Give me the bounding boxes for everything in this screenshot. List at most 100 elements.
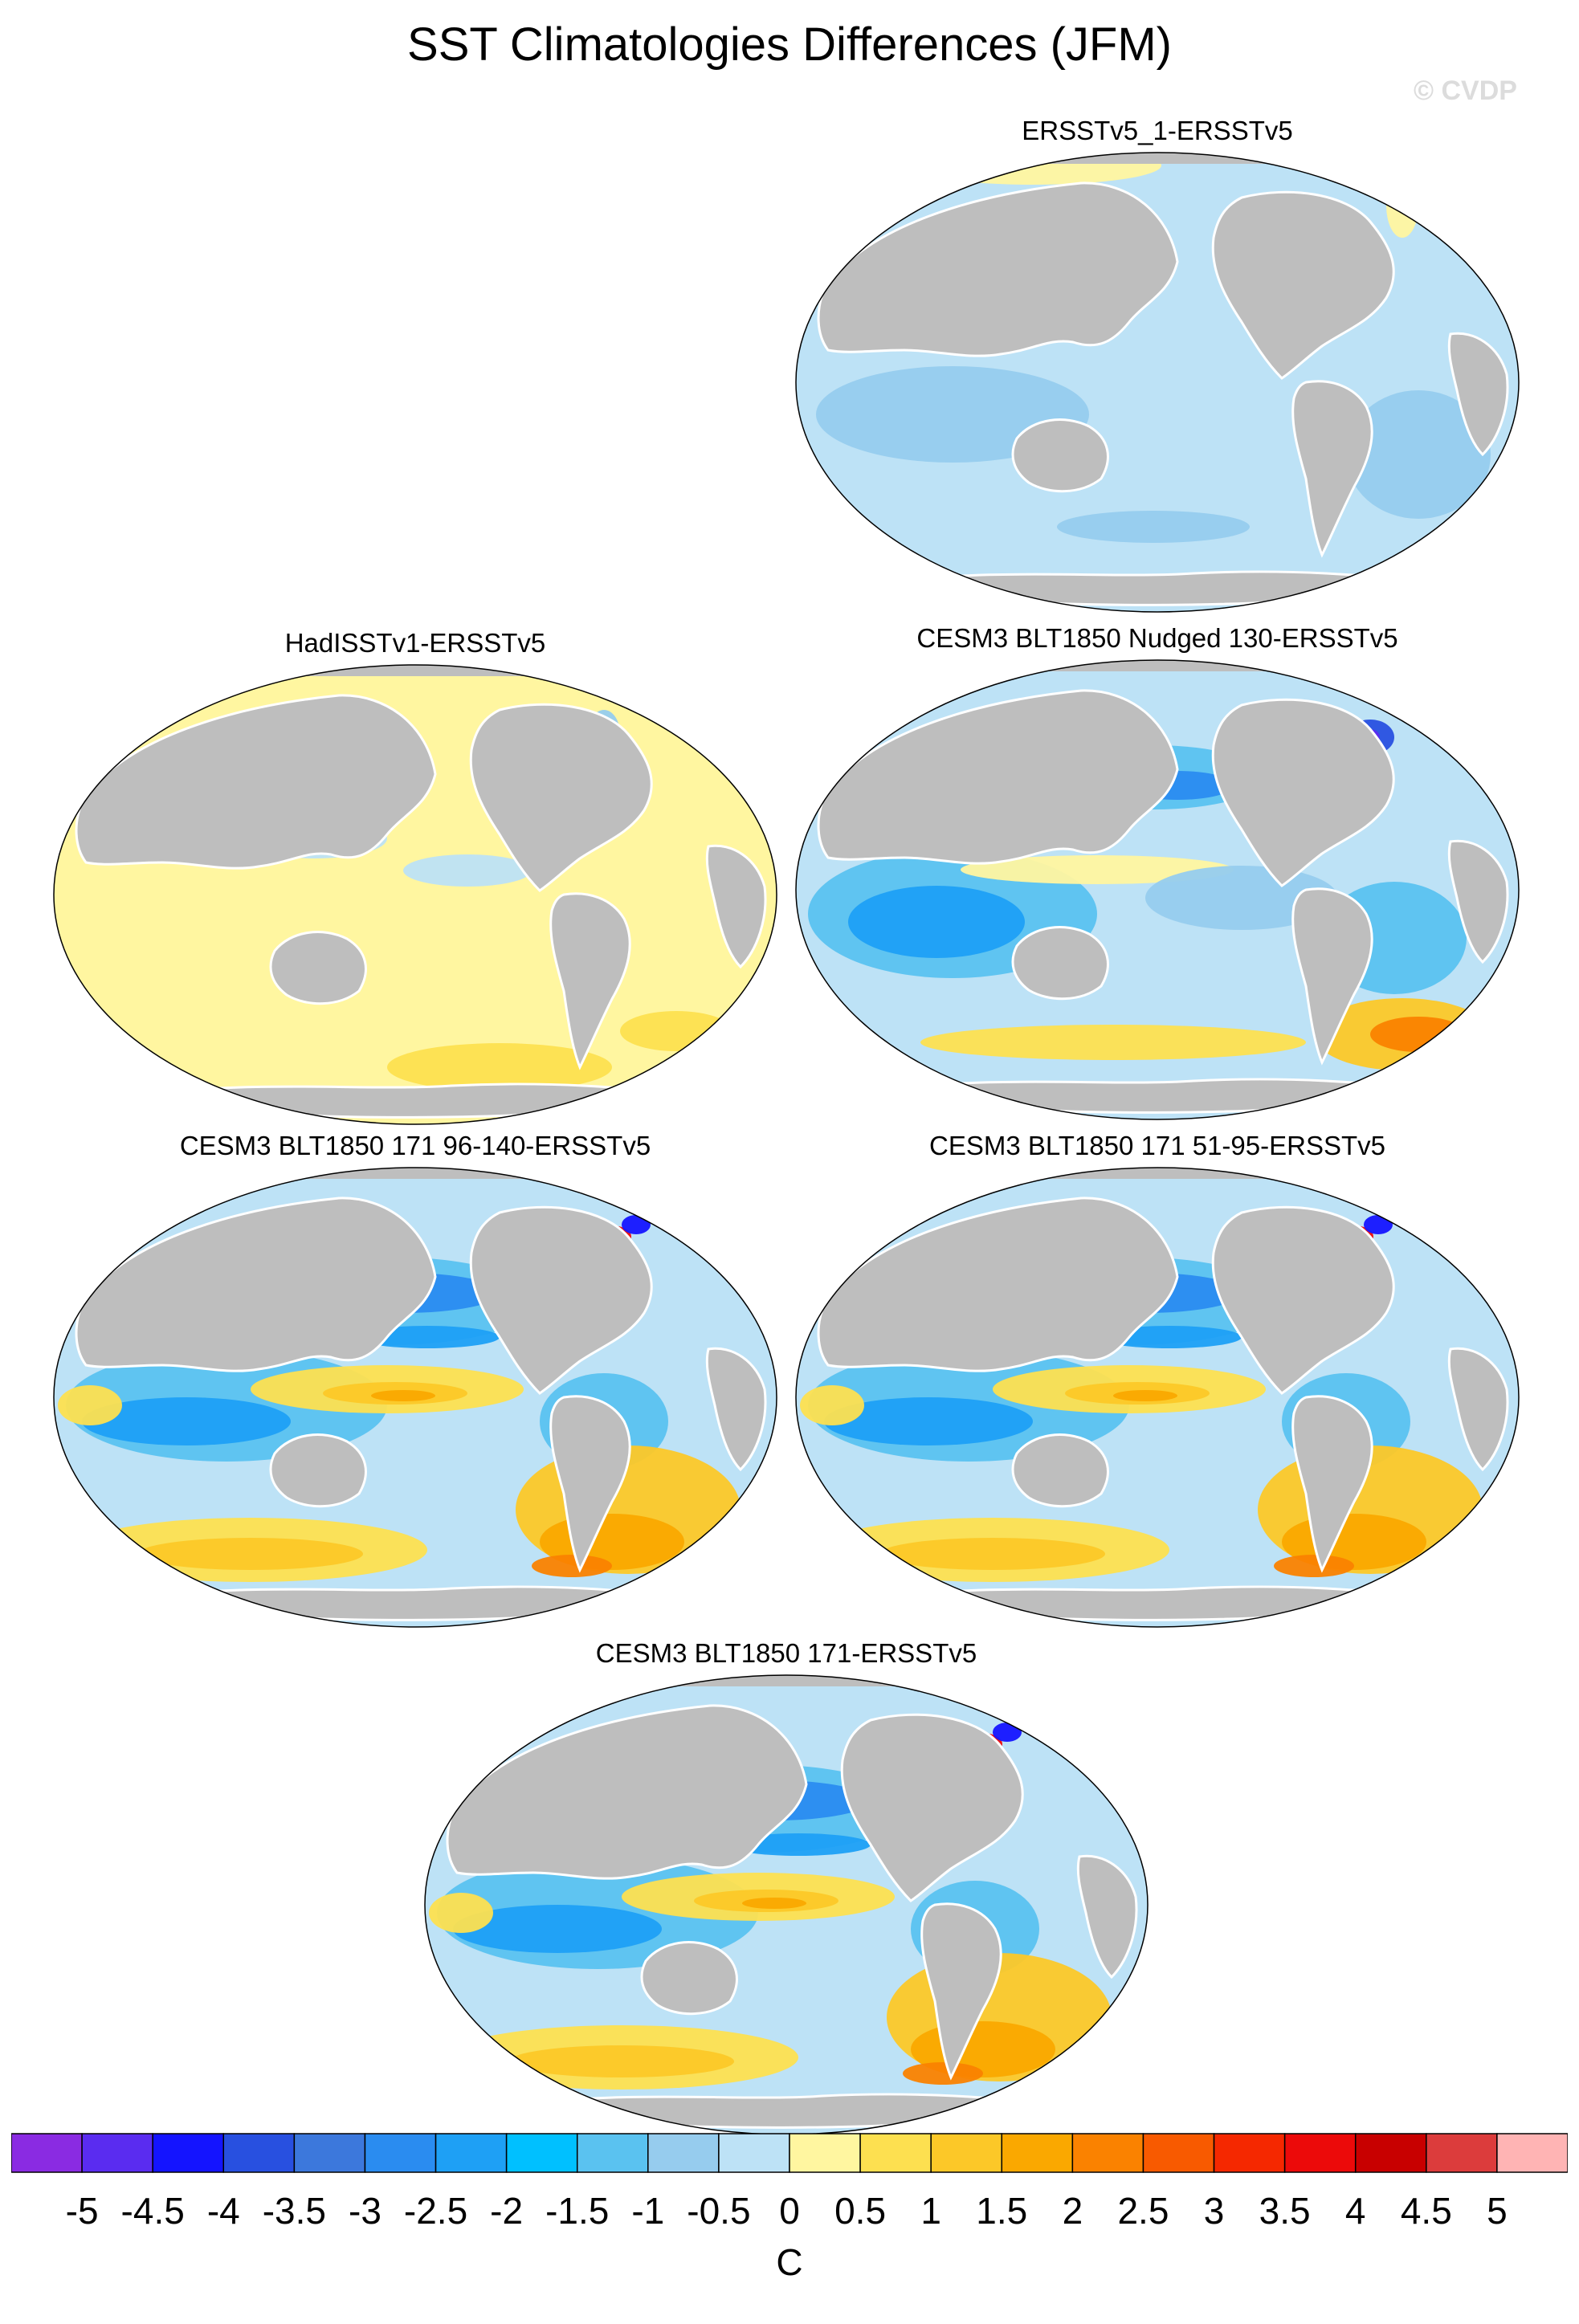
map-cesm3-51-95	[795, 1167, 1520, 1628]
arctic-land	[54, 665, 777, 676]
anomaly-region	[1386, 173, 1418, 238]
colorbar-tick-label: -3	[349, 2190, 381, 2232]
continent-antarctica	[141, 1082, 693, 1119]
continent-antarctica	[141, 1585, 693, 1621]
anomaly-region	[532, 1555, 612, 1577]
colorbar	[11, 2133, 1568, 2173]
anomaly-region	[742, 1898, 806, 1909]
continent-africa	[1076, 1854, 1138, 1979]
continent-samerica	[549, 892, 631, 1070]
colorbar-segment	[789, 2133, 861, 2173]
anomaly-region	[912, 1171, 977, 1187]
anomaly-region	[848, 886, 1025, 958]
map-border	[795, 152, 1520, 613]
anomaly-region	[903, 2062, 983, 2085]
map-panel-4: CESM3 BLT1850 171 96-140-ERSSTv5	[50, 1131, 781, 1629]
colorbar-segment	[576, 2133, 649, 2173]
map-panel-5: CESM3 BLT1850 171 51-95-ERSSTv5	[792, 1131, 1523, 1629]
colorbar-segment	[647, 2133, 720, 2173]
continent-australia	[269, 1433, 367, 1508]
map-ersstv5-1	[795, 152, 1520, 613]
map-panel-1: ERSSTv5_1-ERSSTv5	[792, 116, 1523, 614]
arctic-land	[796, 660, 1519, 671]
panel-title: HadISSTv1-ERSSTv5	[284, 628, 546, 658]
colorbar-tick-label: 4	[1344, 2190, 1366, 2232]
continent-samerica	[920, 1902, 1002, 2081]
colorbar-tick-label: 1.5	[976, 2190, 1028, 2232]
continent-asia	[817, 181, 1179, 357]
page-title: SST Climatologies Differences (JFM)	[407, 18, 1172, 71]
map-border	[53, 664, 777, 1125]
continent-antarctica	[883, 1078, 1435, 1114]
anomaly-region	[541, 1678, 606, 1694]
panel-title: CESM3 BLT1850 171 51-95-ERSSTv5	[928, 1131, 1385, 1160]
colorbar-tick-label: -0.5	[687, 2190, 751, 2232]
anomaly-region	[1346, 390, 1491, 519]
continent-samerica	[1291, 887, 1373, 1066]
map-border	[795, 1167, 1520, 1628]
continent-namerica	[1211, 698, 1395, 887]
continent-africa	[705, 1347, 767, 1472]
arctic-land	[425, 1675, 1148, 1686]
anomaly-region	[429, 1893, 493, 1933]
anomaly-region	[620, 1011, 732, 1051]
colorbar-segment	[1426, 2133, 1498, 2173]
colorbar-segment	[81, 2133, 153, 2173]
panel-title: CESM3 BLT1850 171-ERSSTv5	[595, 1638, 977, 1668]
panel-title: ERSSTv5_1-ERSSTv5	[1022, 116, 1293, 145]
colorbar-segment	[11, 2133, 83, 2173]
arctic-land	[796, 153, 1519, 164]
anomaly-region	[961, 855, 1234, 884]
colorbar-segment	[1496, 2133, 1568, 2173]
anomaly-region	[1274, 1555, 1354, 1577]
map-panel-3: CESM3 BLT1850 Nudged 130-ERSSTv5	[792, 623, 1523, 1121]
colorbar-tick-label: 3.5	[1259, 2190, 1311, 2232]
continent-antarctica	[883, 570, 1435, 606]
continent-samerica	[1291, 380, 1373, 558]
colorbar-tick-label: -1	[631, 2190, 665, 2232]
colorbar-segment	[1213, 2133, 1286, 2173]
continent-australia	[640, 1941, 738, 2016]
map-cesm3-96-140	[53, 1167, 777, 1628]
anomaly-region	[509, 2045, 734, 2077]
anomaly-region	[453, 1905, 662, 1953]
colorbar-tick-label: 4.5	[1400, 2190, 1452, 2232]
colorbar-segment	[435, 2133, 508, 2173]
anomaly-region	[82, 1397, 291, 1445]
colorbar-segment	[505, 2133, 578, 2173]
continent-asia	[75, 1197, 437, 1372]
anomaly-region	[824, 1397, 1033, 1445]
continent-namerica	[469, 1205, 653, 1395]
continent-asia	[817, 689, 1179, 865]
colorbar-segment	[1354, 2133, 1427, 2173]
anomaly-region	[371, 1390, 435, 1401]
map-hadisst	[53, 664, 777, 1125]
colorbar-tick-label: -2.5	[403, 2190, 468, 2232]
anomaly-region	[622, 1215, 651, 1234]
colorbar-units: C	[776, 2241, 803, 2283]
colorbar-tick-label: 0	[779, 2190, 800, 2232]
colorbar-tick-label: -1.5	[545, 2190, 610, 2232]
anomaly-region	[800, 1385, 864, 1425]
colorbar-segment	[1142, 2133, 1215, 2173]
colorbar-tick-label: 5	[1487, 2190, 1508, 2232]
continent-samerica	[549, 1395, 631, 1573]
map-panel-2: HadISSTv1-ERSSTv5	[50, 628, 781, 1126]
colorbar-segment	[930, 2133, 1003, 2173]
continent-antarctica	[883, 1585, 1435, 1621]
colorbar-tick-label: 0.5	[834, 2190, 887, 2232]
continent-asia	[817, 1197, 1179, 1372]
continent-asia	[75, 694, 437, 870]
anomaly-region	[920, 1025, 1306, 1060]
anomaly-region	[912, 660, 993, 679]
colorbar-tick-label: -5	[65, 2190, 99, 2232]
anomaly-region	[880, 1538, 1105, 1570]
colorbar-tick-label: 2	[1062, 2190, 1083, 2232]
continent-africa	[705, 844, 767, 969]
map-panel-6: CESM3 BLT1850 171-ERSSTv5	[421, 1638, 1152, 2136]
map-border	[53, 1167, 777, 1628]
colorbar-tick-label: 3	[1203, 2190, 1225, 2232]
colorbar-segment	[364, 2133, 437, 2173]
colorbar-segment	[222, 2133, 296, 2173]
continent-namerica	[1211, 1205, 1395, 1395]
